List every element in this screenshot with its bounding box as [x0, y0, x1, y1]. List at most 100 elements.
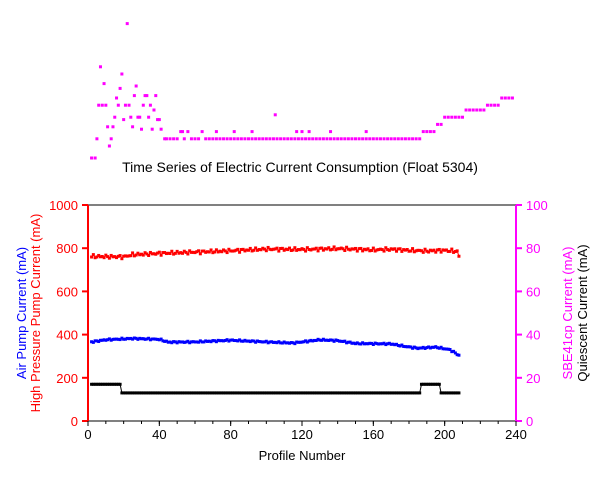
top-data-point — [304, 137, 308, 141]
top-data-point — [311, 137, 315, 141]
x-axis: 0 40 80 120 160 200 240 — [84, 421, 527, 442]
top-data-point — [393, 137, 397, 141]
right-tick-label: 0 — [526, 414, 533, 429]
top-data-point — [343, 137, 347, 141]
top-data-point — [250, 137, 254, 141]
chart-title: Time Series of Electric Current Consumpt… — [122, 159, 478, 175]
top-data-point — [247, 137, 250, 141]
top-data-point — [307, 130, 311, 134]
top-data-point — [325, 137, 329, 141]
top-data-point — [102, 82, 106, 86]
left-tick-label: 200 — [56, 371, 78, 386]
top-data-point — [182, 137, 186, 141]
top-data-point — [329, 137, 333, 141]
data-point — [118, 254, 122, 258]
top-data-point — [93, 156, 97, 160]
top-data-point — [97, 103, 101, 107]
main-plot-area — [87, 204, 517, 422]
data-point — [132, 254, 136, 258]
top-data-point — [418, 137, 422, 141]
top-data-point — [468, 108, 472, 112]
top-data-point — [189, 137, 193, 141]
top-data-point — [197, 137, 201, 141]
right-tick-label: 100 — [526, 198, 548, 213]
top-data-point — [443, 115, 447, 119]
top-data-point — [100, 103, 104, 107]
top-data-point — [214, 130, 218, 134]
top-data-point — [446, 115, 450, 119]
data-point — [95, 255, 99, 259]
top-data-point — [232, 130, 236, 134]
top-data-point — [236, 137, 240, 141]
top-data-point — [207, 137, 211, 141]
series-2 — [90, 382, 461, 395]
top-data-point — [116, 103, 120, 107]
top-data-point — [214, 137, 218, 141]
top-data-point — [450, 115, 454, 119]
plot-frame — [87, 204, 517, 422]
top-data-point — [279, 137, 283, 141]
top-data-point — [95, 137, 99, 141]
top-data-point — [321, 137, 325, 141]
top-data-point — [314, 137, 318, 141]
top-data-point — [109, 137, 113, 141]
x-tick-label: 40 — [152, 427, 166, 442]
top-data-point — [425, 130, 429, 134]
top-data-point — [339, 137, 343, 141]
x-tick-label: 80 — [223, 427, 237, 442]
top-data-point — [156, 118, 160, 122]
top-data-point — [164, 137, 168, 141]
top-data-point — [193, 137, 197, 141]
top-data-point — [145, 94, 149, 98]
left-tick-label: 600 — [56, 284, 78, 299]
right-axis-label-sbe41cp: SBE41cp Current (mA) — [560, 247, 575, 380]
top-data-point — [239, 137, 243, 141]
top-data-point — [400, 137, 404, 141]
left-tick-label: 0 — [71, 414, 78, 429]
top-data-point — [368, 137, 372, 141]
top-data-point — [457, 115, 461, 119]
series-layer — [90, 245, 461, 395]
top-data-point — [229, 137, 233, 141]
top-data-point — [371, 137, 375, 141]
top-data-point — [136, 115, 140, 119]
top-data-point — [211, 137, 215, 141]
top-data-point — [243, 137, 247, 141]
top-data-point — [346, 137, 350, 141]
series-0 — [90, 245, 461, 261]
top-data-point — [428, 130, 432, 134]
top-data-point — [453, 115, 457, 119]
top-data-point — [125, 22, 129, 26]
top-data-point — [389, 137, 393, 141]
top-data-point — [222, 137, 226, 141]
left-tick-label: 400 — [56, 328, 78, 343]
x-axis-label: Profile Number — [259, 448, 346, 463]
left-axis-label-hp-pump: High Pressure Pump Current (mA) — [28, 214, 43, 413]
top-data-point — [489, 103, 493, 107]
data-point — [113, 255, 117, 259]
right-tick-label: 40 — [526, 328, 540, 343]
top-data-point — [293, 137, 297, 141]
top-data-point — [496, 103, 500, 107]
top-data-point — [286, 137, 290, 141]
left-axis-label-air-pump: Air Pump Current (mA) — [14, 247, 29, 379]
top-data-point — [113, 115, 117, 119]
top-data-point — [111, 125, 115, 129]
top-data-point — [282, 137, 286, 141]
top-data-point — [336, 137, 340, 141]
top-data-point — [386, 137, 390, 141]
top-data-point — [364, 137, 368, 141]
top-data-point — [478, 108, 482, 112]
top-data-point — [168, 137, 172, 141]
top-data-point — [232, 137, 236, 141]
top-data-point — [115, 96, 119, 100]
top-data-point — [172, 137, 176, 141]
top-data-point — [179, 130, 183, 134]
data-point — [457, 391, 461, 395]
left-tick-label: 800 — [56, 241, 78, 256]
right-tick-label: 80 — [526, 241, 540, 256]
x-tick-label: 0 — [84, 427, 91, 442]
top-data-point — [152, 108, 156, 112]
data-point — [457, 254, 461, 258]
top-data-point — [475, 108, 479, 112]
